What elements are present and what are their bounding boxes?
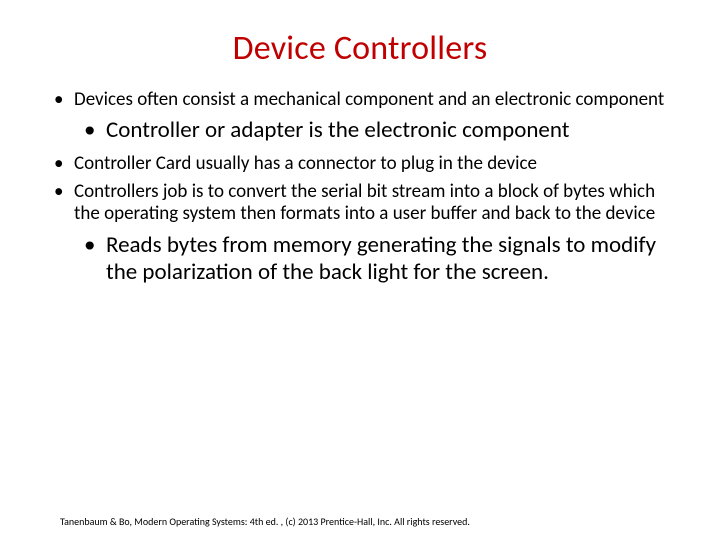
slide-title: Device Controllers: [36, 28, 684, 69]
bullet-list-inner: Reads bytes from memory generating the s…: [84, 232, 684, 286]
bullet-item: Controllers job is to convert the serial…: [54, 181, 684, 226]
bullet-sub-item: Reads bytes from memory generating the s…: [84, 232, 684, 286]
bullet-item: Controller Card usually has a connector …: [54, 153, 684, 175]
bullet-list-outer: Controller Card usually has a connector …: [54, 153, 684, 226]
bullet-sub-item: Controller or adapter is the electronic …: [84, 117, 684, 144]
footer-citation: Tanenbaum & Bo, Modern Operating Systems…: [60, 515, 470, 528]
slide: Device Controllers Devices often consist…: [0, 0, 720, 540]
bullet-item: Devices often consist a mechanical compo…: [54, 89, 684, 111]
bullet-list-outer: Devices often consist a mechanical compo…: [54, 89, 684, 111]
bullet-list-inner: Controller or adapter is the electronic …: [84, 117, 684, 144]
